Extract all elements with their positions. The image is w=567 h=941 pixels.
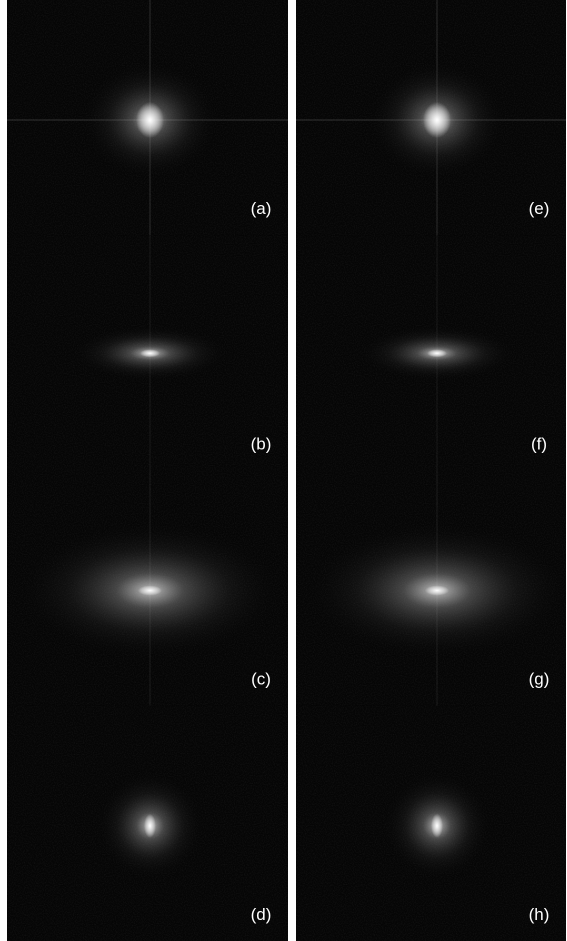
panel-label: (b) <box>251 434 272 453</box>
spectrum-core <box>144 813 156 838</box>
panel-label: (d) <box>251 905 272 924</box>
spectrum-panel: (f) <box>296 235 566 471</box>
spectrum-panel: (g) <box>296 470 567 707</box>
spectrum-panel: (a) <box>7 0 288 236</box>
spectrum-panel: (d) <box>7 705 288 941</box>
panel-label: (f) <box>531 434 547 453</box>
spectrum-core <box>136 102 164 138</box>
panel-label: (h) <box>529 905 550 924</box>
spectrum-panel: (e) <box>296 0 566 236</box>
spectrum-core <box>423 102 451 138</box>
spectrum-core <box>140 349 160 358</box>
spectrum-core <box>425 585 449 596</box>
spectrum-panel: (c) <box>7 470 288 707</box>
panel-label: (a) <box>251 199 272 218</box>
spectrum-panel: (b) <box>7 235 288 471</box>
spectrum-core <box>431 813 443 838</box>
panel-label: (g) <box>529 670 550 689</box>
spectrum-core <box>427 349 447 358</box>
panel-label: (e) <box>529 199 550 218</box>
spectrum-core <box>138 585 162 596</box>
panel-label: (c) <box>251 670 271 689</box>
spectrum-panel: (h) <box>296 705 566 941</box>
